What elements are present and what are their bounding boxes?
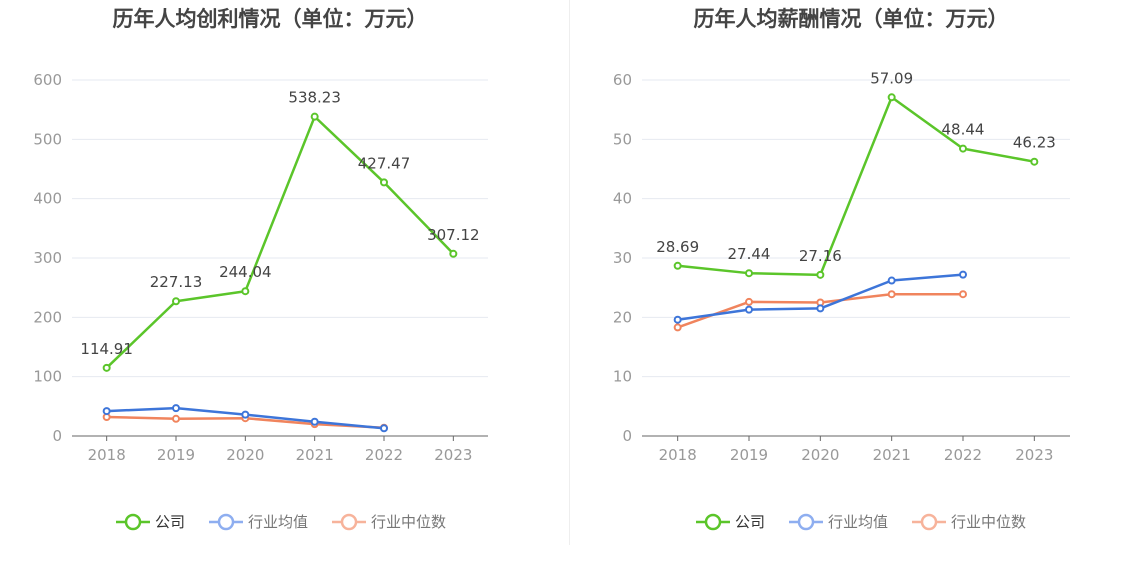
profit-per-capita-chart: 历年人均创利情况（单位：万元） 0 100 200 300 400 500 600 2018 20… bbox=[33, 7, 488, 531]
data-label: 57.09 bbox=[870, 69, 913, 87]
data-point-company bbox=[241, 287, 250, 296]
data-point-industry-avg bbox=[959, 270, 967, 279]
y-tick-label: 30 bbox=[613, 249, 632, 267]
series-line-company bbox=[105, 115, 455, 369]
y-tick-label: 200 bbox=[33, 308, 62, 326]
data-label: 46.23 bbox=[1013, 134, 1056, 152]
x-tick-label: 2021 bbox=[296, 446, 334, 464]
legend-item-company[interactable]: 公司 bbox=[155, 513, 185, 531]
legend-swatch-marker bbox=[217, 513, 235, 531]
x-tick-label: 2023 bbox=[1015, 446, 1053, 464]
data-point-industry-avg bbox=[887, 276, 896, 285]
data-point-industry-median bbox=[172, 414, 180, 423]
data-point-company bbox=[380, 178, 388, 187]
data-label: 244.04 bbox=[219, 263, 272, 281]
data-label: 27.16 bbox=[799, 247, 842, 265]
data-label: 27.44 bbox=[728, 245, 771, 263]
x-tick-label: 2021 bbox=[873, 446, 911, 464]
data-point-industry-median bbox=[959, 290, 967, 299]
legend-swatch-marker bbox=[704, 513, 722, 531]
data-point-industry-avg bbox=[745, 305, 753, 314]
data-point-industry-avg bbox=[380, 424, 388, 433]
data-point-industry-avg bbox=[241, 410, 250, 419]
y-tick-label: 10 bbox=[613, 368, 632, 386]
legend-item-company[interactable]: 公司 bbox=[735, 513, 765, 531]
legend-item-industry-median[interactable]: 行业中位数 bbox=[371, 513, 446, 531]
series-line-company bbox=[677, 96, 1035, 277]
data-point-industry-avg bbox=[102, 407, 111, 416]
y-tick-label: 0 bbox=[52, 427, 62, 445]
x-tick-label: 2018 bbox=[88, 446, 126, 464]
legend-swatch-marker bbox=[797, 513, 815, 531]
data-point-industry-avg bbox=[673, 315, 682, 324]
y-tick-label: 40 bbox=[613, 190, 632, 208]
legend-swatch-marker bbox=[124, 513, 142, 531]
data-label: 28.69 bbox=[656, 238, 699, 256]
data-point-company bbox=[745, 269, 753, 278]
salary-per-capita-chart: 历年人均薪酬情况（单位：万元） 0 10 20 30 40 50 60 2018 2019 2020… bbox=[567, 0, 1134, 582]
data-point-company bbox=[673, 261, 682, 270]
data-label: 307.12 bbox=[427, 226, 480, 244]
data-point-industry-median bbox=[745, 297, 753, 306]
y-tick-label: 0 bbox=[622, 427, 632, 445]
data-point-company bbox=[1030, 157, 1039, 166]
data-label: 538.23 bbox=[288, 89, 341, 107]
legend-swatch-marker bbox=[920, 513, 938, 531]
salary-chart-svg: 历年人均薪酬情况（单位：万元） 0 10 20 30 40 50 60 2018 2019 2020… bbox=[613, 7, 1070, 531]
y-tick-label: 400 bbox=[33, 190, 62, 208]
data-point-industry-median bbox=[673, 323, 682, 332]
data-point-company bbox=[449, 249, 458, 258]
y-tick-label: 60 bbox=[613, 71, 632, 89]
y-tick-label: 20 bbox=[613, 308, 632, 326]
chart-title: 历年人均薪酬情况（单位：万元） bbox=[694, 7, 1009, 31]
data-point-company bbox=[102, 363, 111, 372]
x-tick-label: 2020 bbox=[801, 446, 839, 464]
data-label: 48.44 bbox=[942, 121, 985, 139]
x-tick-label: 2019 bbox=[157, 446, 195, 464]
data-point-industry-avg bbox=[172, 404, 180, 413]
panel-divider bbox=[569, 0, 570, 545]
chart-title: 历年人均创利情况（单位：万元） bbox=[113, 7, 428, 31]
x-tick-label: 2023 bbox=[434, 446, 472, 464]
profit-chart-svg: 历年人均创利情况（单位：万元） 0 100 200 300 400 500 600 2018 20… bbox=[33, 7, 488, 531]
x-tick-label: 2018 bbox=[659, 446, 697, 464]
y-tick-label: 600 bbox=[33, 71, 62, 89]
data-point-company bbox=[172, 297, 180, 306]
data-point-company bbox=[310, 112, 319, 121]
y-tick-label: 300 bbox=[33, 249, 62, 267]
series-line-industry-avg bbox=[677, 273, 964, 321]
data-point-company bbox=[959, 144, 967, 153]
x-tick-label: 2020 bbox=[226, 446, 264, 464]
y-tick-label: 100 bbox=[33, 368, 62, 386]
legend-item-industry-median[interactable]: 行业中位数 bbox=[951, 513, 1026, 531]
x-tick-label: 2022 bbox=[944, 446, 982, 464]
y-tick-label: 500 bbox=[33, 130, 62, 148]
x-tick-label: 2019 bbox=[730, 446, 768, 464]
legend-item-industry-avg[interactable]: 行业均值 bbox=[828, 513, 888, 531]
data-point-industry-avg bbox=[816, 304, 825, 313]
y-tick-label: 50 bbox=[613, 130, 632, 148]
data-label: 227.13 bbox=[150, 273, 203, 291]
data-point-company bbox=[816, 270, 825, 279]
data-point-industry-avg bbox=[310, 417, 319, 426]
data-point-company bbox=[887, 93, 896, 102]
data-label: 114.91 bbox=[80, 340, 133, 358]
x-tick-label: 2022 bbox=[365, 446, 403, 464]
data-point-industry-median bbox=[887, 290, 896, 299]
data-label: 427.47 bbox=[358, 154, 411, 172]
legend-swatch-marker bbox=[340, 513, 358, 531]
legend-item-industry-avg[interactable]: 行业均值 bbox=[248, 513, 308, 531]
